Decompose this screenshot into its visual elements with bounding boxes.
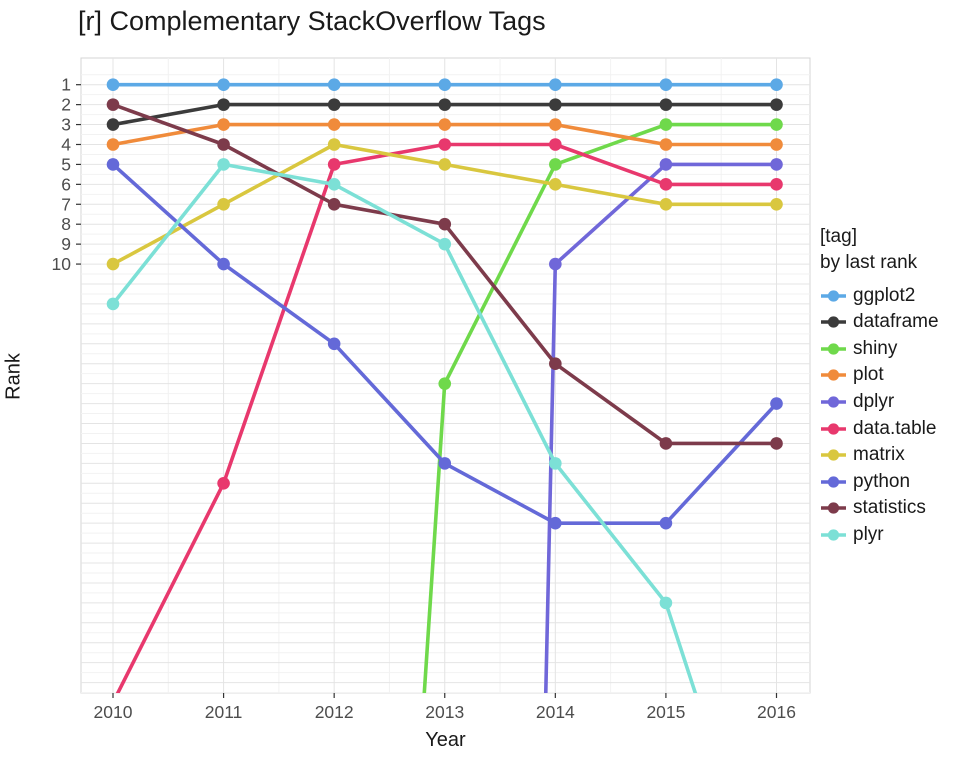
svg-text:8: 8 <box>61 214 71 234</box>
legend-key-icon <box>821 476 846 488</box>
svg-text:2: 2 <box>61 95 71 115</box>
legend-item-label: matrix <box>853 444 905 466</box>
legend-item-matrix: matrix <box>820 442 958 469</box>
legend-item-label: plot <box>853 364 884 386</box>
legend-item-label: dataframe <box>853 311 939 333</box>
legend-item-plyr: plyr <box>820 522 958 549</box>
legend-item-statistics: statistics <box>820 495 958 522</box>
svg-text:2013: 2013 <box>425 702 464 722</box>
x-axis-title: Year <box>425 729 466 751</box>
legend-key-icon <box>821 449 846 461</box>
legend-item-label: plyr <box>853 523 884 545</box>
svg-text:2011: 2011 <box>205 702 243 722</box>
legend-item-shiny: shiny <box>820 335 958 362</box>
svg-text:2010: 2010 <box>94 702 133 722</box>
chart-title: [r] Complementary StackOverflow Tags <box>78 6 546 36</box>
legend-item-label: statistics <box>853 497 926 519</box>
legend-title-line1: [tag] <box>820 226 857 247</box>
svg-text:6: 6 <box>61 174 71 194</box>
svg-text:3: 3 <box>61 115 71 135</box>
legend-key-icon <box>821 289 846 302</box>
legend-item-python: python <box>820 468 958 495</box>
svg-text:7: 7 <box>61 194 71 214</box>
svg-text:2012: 2012 <box>315 702 354 722</box>
legend-key-icon <box>821 502 846 514</box>
legend-key-icon <box>821 316 846 328</box>
legend-key-icon <box>821 422 846 435</box>
svg-text:2016: 2016 <box>757 702 796 722</box>
legend-key-icon <box>821 529 846 541</box>
legend-key-icon <box>821 343 846 355</box>
legend-item-label: shiny <box>853 337 898 359</box>
legend: [tag] by last rank ggplot2 dataframe shiny… <box>820 224 958 548</box>
legend-title: [tag] by last rank <box>820 224 958 275</box>
legend-title-line2: by last rank <box>820 251 918 273</box>
legend-item-ggplot2: ggplot2 <box>820 282 958 309</box>
svg-text:9: 9 <box>61 234 71 254</box>
y-axis-title: Rank <box>2 353 25 400</box>
svg-text:5: 5 <box>61 154 71 174</box>
legend-item-label: dplyr <box>853 390 895 412</box>
legend-item-data.table: data.table <box>820 415 958 442</box>
legend-key-icon <box>821 369 846 381</box>
legend-item-label: ggplot2 <box>853 284 916 306</box>
legend-item-label: data.table <box>853 417 937 439</box>
legend-item-plot: plot <box>820 362 958 389</box>
legend-item-dataframe: dataframe <box>820 309 958 336</box>
svg-text:1: 1 <box>61 75 71 95</box>
svg-text:2014: 2014 <box>536 702 575 722</box>
legend-key-icon <box>821 396 846 408</box>
legend-item-label: python <box>853 470 911 492</box>
svg-text:10: 10 <box>52 254 72 274</box>
svg-text:4: 4 <box>61 134 71 154</box>
legend-item-list: ggplot2 dataframe shiny plot dplyr data.table… <box>820 282 958 548</box>
svg-text:2015: 2015 <box>646 702 685 722</box>
legend-item-dplyr: dplyr <box>820 389 958 416</box>
